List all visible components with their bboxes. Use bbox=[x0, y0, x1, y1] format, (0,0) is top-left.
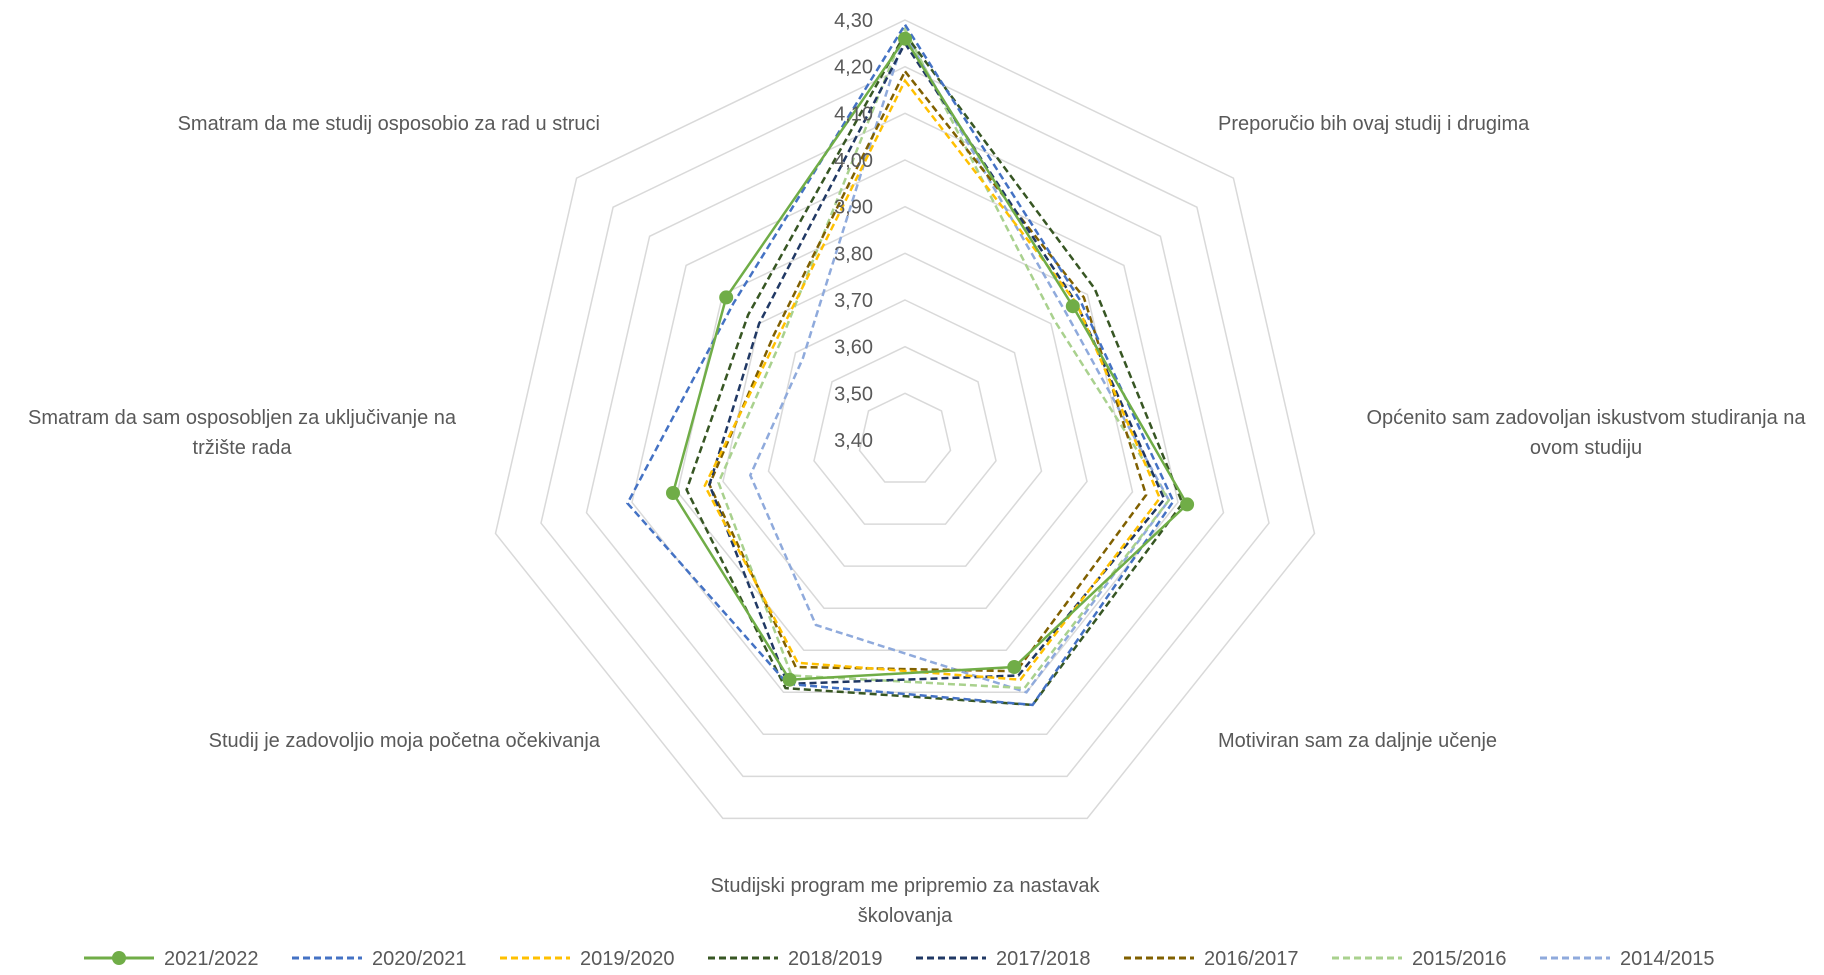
series-line bbox=[708, 68, 1148, 673]
grid-ring bbox=[494, 19, 1316, 820]
grid-ring bbox=[813, 345, 997, 525]
data-point bbox=[1180, 497, 1195, 512]
radial-ticks: 3,40 3,50 3,60 3,70 3,80 3,90 4,00 4,10 4,20 4,30 bbox=[834, 10, 873, 452]
legend-item: 2014/2015 bbox=[1540, 948, 1715, 970]
legend-item: 2020/2021 bbox=[292, 948, 467, 970]
legend: 2021/2022 2020/2021 2019/2020 2018/2019 2017… bbox=[84, 948, 1715, 970]
tick-label: 3,40 bbox=[834, 430, 873, 452]
legend-item: 2019/2020 bbox=[500, 948, 675, 970]
legend-label: 2014/2015 bbox=[1620, 948, 1715, 970]
series-line bbox=[703, 78, 1162, 681]
legend-label: 2021/2022 bbox=[164, 948, 259, 970]
category-label: Motiviran sam za daljnje učenje bbox=[1218, 730, 1497, 752]
category-label: Smatram da sam osposobljen za uključivan… bbox=[28, 407, 457, 429]
tick-label: 3,90 bbox=[834, 197, 873, 219]
data-point bbox=[1007, 660, 1022, 674]
grid-ring bbox=[631, 159, 1179, 694]
category-label: Općenito sam zadovoljan iskustvom studir… bbox=[1366, 407, 1806, 429]
legend-item: 2018/2019 bbox=[708, 948, 883, 970]
legend-item: 2017/2018 bbox=[916, 948, 1091, 970]
data-point bbox=[666, 486, 680, 500]
category-label: školovanja bbox=[858, 905, 953, 927]
legend-label: 2017/2018 bbox=[996, 948, 1091, 970]
legend-item: 2021/2022 bbox=[84, 948, 259, 970]
grid-ring bbox=[767, 299, 1043, 567]
category-label: Preporučio bih ovaj studij i drugima bbox=[1218, 113, 1530, 135]
data-point bbox=[1065, 299, 1080, 314]
legend-item: 2015/2016 bbox=[1332, 948, 1507, 970]
data-point bbox=[719, 290, 734, 305]
legend-label: 2016/2017 bbox=[1204, 948, 1299, 970]
tick-label: 3,60 bbox=[834, 337, 873, 359]
category-label: Smatram da me studij osposobio za rad u … bbox=[178, 113, 600, 135]
grid-ring bbox=[585, 112, 1225, 736]
data-point bbox=[898, 31, 912, 46]
category-label: Studijski program me pripremio za nastav… bbox=[710, 875, 1100, 897]
tick-label: 4,00 bbox=[834, 150, 873, 172]
category-label: ovom studiju bbox=[1530, 437, 1642, 459]
legend-marker bbox=[112, 951, 126, 965]
category-label: Studij je zadovoljio moja početna očekiv… bbox=[209, 730, 601, 752]
series-line bbox=[671, 36, 1189, 681]
legend-label: 2020/2021 bbox=[372, 948, 467, 970]
series-line bbox=[708, 40, 1166, 686]
grid-ring bbox=[540, 65, 1270, 778]
series-line bbox=[717, 26, 1171, 690]
tick-label: 3,50 bbox=[834, 383, 873, 405]
tick-label: 3,80 bbox=[834, 243, 873, 265]
tick-label: 4,30 bbox=[834, 10, 873, 32]
series-line bbox=[625, 22, 1175, 707]
category-label: tržište rada bbox=[193, 437, 293, 459]
legend-label: 2019/2020 bbox=[580, 948, 675, 970]
grid-ring bbox=[858, 392, 952, 483]
legend-item: 2016/2017 bbox=[1124, 948, 1299, 970]
grid bbox=[494, 19, 1316, 820]
series-layer bbox=[625, 22, 1195, 707]
tick-label: 4,10 bbox=[834, 103, 873, 125]
legend-label: 2015/2016 bbox=[1412, 948, 1507, 970]
tick-label: 4,20 bbox=[834, 57, 873, 79]
grid-ring bbox=[722, 252, 1088, 609]
series-line bbox=[685, 31, 1184, 707]
series-line bbox=[748, 30, 1171, 694]
tick-label: 3,70 bbox=[834, 290, 873, 312]
category-labels: Smatram da me studij osposobio za rad u … bbox=[28, 113, 1806, 927]
legend-label: 2018/2019 bbox=[788, 948, 883, 970]
grid-ring bbox=[676, 205, 1134, 651]
data-point bbox=[782, 672, 797, 687]
